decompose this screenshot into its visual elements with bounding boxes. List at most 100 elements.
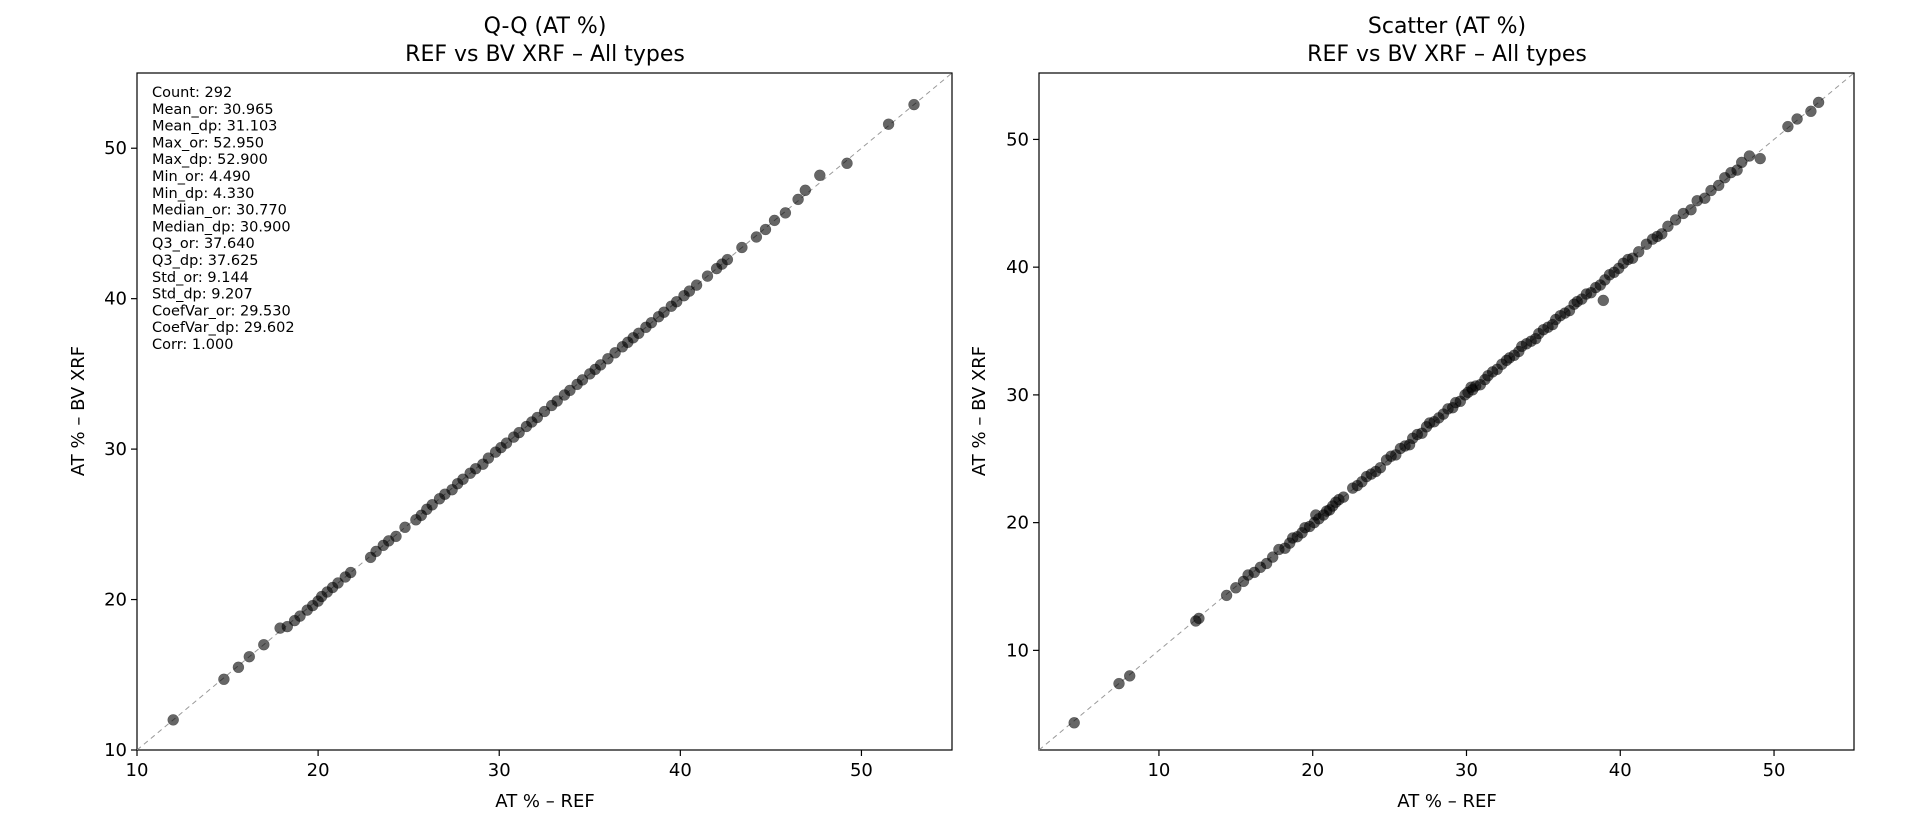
data-point xyxy=(1597,294,1610,307)
data-point xyxy=(1685,203,1697,216)
stats-line: Mean_or: 30.965 xyxy=(152,102,274,118)
reference-line xyxy=(136,72,953,751)
data-point xyxy=(609,347,621,359)
stats-line: Count: 292 xyxy=(152,85,232,101)
y-axis-ticks: 10 20 30 40 50 xyxy=(1006,129,1039,661)
chart-subtitle: REF vs BV XRF – All types xyxy=(405,42,685,67)
data-point xyxy=(1266,551,1279,563)
data-point xyxy=(258,638,270,651)
point-group xyxy=(167,98,920,726)
data-point xyxy=(759,223,772,236)
data-point xyxy=(1735,156,1748,169)
data-point xyxy=(551,395,563,407)
data-point xyxy=(1699,192,1711,204)
data-point xyxy=(736,241,748,254)
x-axis-ticks: 10 20 30 40 50 xyxy=(126,750,873,781)
stats-line: Min_or: 4.490 xyxy=(152,169,251,185)
x-tick-label: 50 xyxy=(850,760,873,781)
x-axis-label: AT % – REF xyxy=(495,791,594,812)
stats-line: Median_or: 30.770 xyxy=(152,203,287,219)
data-point xyxy=(602,353,614,365)
stats-line: Median_dp: 30.900 xyxy=(152,219,291,235)
chart-title: Scatter (AT %) xyxy=(1368,14,1526,39)
data-point xyxy=(531,411,544,424)
data-point xyxy=(1193,612,1205,625)
qq-chart: Q-Q (AT %) REF vs BV XRF – All types 10 2… xyxy=(68,14,953,812)
data-point xyxy=(457,473,469,485)
data-point xyxy=(658,306,670,318)
x-tick-label: 20 xyxy=(307,760,330,781)
y-tick-label: 20 xyxy=(1006,513,1029,534)
data-point xyxy=(750,231,763,243)
data-point xyxy=(1712,179,1725,192)
y-tick-label: 10 xyxy=(104,740,127,761)
x-tick-label: 20 xyxy=(1301,760,1324,781)
data-point xyxy=(513,426,525,439)
point-group xyxy=(1068,96,1825,729)
data-point xyxy=(167,714,179,726)
data-point xyxy=(1743,150,1756,162)
data-point xyxy=(1754,152,1766,165)
data-point xyxy=(332,577,344,589)
x-axis-ticks: 10 20 30 40 50 xyxy=(1147,750,1785,781)
y-axis-ticks: 10 20 30 40 50 xyxy=(104,138,137,761)
data-point xyxy=(1669,214,1682,226)
y-tick-label: 30 xyxy=(104,439,127,460)
data-point xyxy=(370,545,382,558)
y-tick-label: 30 xyxy=(1006,385,1029,406)
data-point xyxy=(670,295,683,308)
plot-area xyxy=(136,72,953,751)
stats-line: Mean_dp: 31.103 xyxy=(152,119,277,135)
data-point xyxy=(232,661,245,674)
data-point xyxy=(814,169,826,182)
data-point xyxy=(683,285,696,297)
x-tick-label: 40 xyxy=(1609,760,1632,781)
x-axis-label: AT % – REF xyxy=(1397,791,1496,812)
data-point xyxy=(426,499,438,511)
data-point xyxy=(690,279,703,291)
y-tick-label: 40 xyxy=(104,289,127,310)
data-point xyxy=(632,327,645,340)
data-point xyxy=(1068,717,1080,729)
data-point xyxy=(576,374,589,386)
data-point xyxy=(779,207,792,219)
data-point xyxy=(841,157,853,170)
data-point xyxy=(1782,120,1794,133)
data-point xyxy=(701,270,714,282)
data-point xyxy=(721,253,734,266)
stats-line: Std_dp: 9.207 xyxy=(152,287,253,303)
data-point xyxy=(1791,113,1803,125)
y-tick-label: 50 xyxy=(104,138,127,159)
data-point xyxy=(1662,220,1674,233)
y-tick-label: 20 xyxy=(104,590,127,611)
data-point xyxy=(1123,670,1136,682)
data-point xyxy=(1812,96,1825,109)
data-point xyxy=(792,193,804,206)
data-point xyxy=(482,452,495,464)
data-point xyxy=(500,437,513,449)
data-point xyxy=(1632,246,1645,258)
data-point xyxy=(1113,677,1125,690)
data-point xyxy=(564,384,576,397)
scatter-chart: Scatter (AT %) REF vs BV XRF – All types… xyxy=(969,14,1855,812)
data-point xyxy=(344,566,357,579)
stats-line: Min_dp: 4.330 xyxy=(152,186,254,202)
stats-line: Max_or: 52.950 xyxy=(152,135,264,151)
data-point xyxy=(243,650,256,663)
plot-area xyxy=(1038,72,1855,751)
data-point xyxy=(1337,491,1350,503)
stats-line: Q3_dp: 37.625 xyxy=(152,253,259,269)
data-point xyxy=(538,405,551,418)
data-point xyxy=(294,610,306,622)
stats-line: Max_dp: 52.900 xyxy=(152,152,268,168)
y-tick-label: 40 xyxy=(1006,257,1029,278)
data-point xyxy=(281,620,294,633)
chart-title: Q-Q (AT %) xyxy=(484,14,607,39)
x-tick-label: 30 xyxy=(1455,760,1478,781)
stats-line: Q3_or: 37.640 xyxy=(152,236,255,252)
data-point xyxy=(1374,461,1387,474)
y-tick-label: 50 xyxy=(1006,129,1029,150)
y-axis-label: AT % – BV XRF xyxy=(969,346,990,476)
